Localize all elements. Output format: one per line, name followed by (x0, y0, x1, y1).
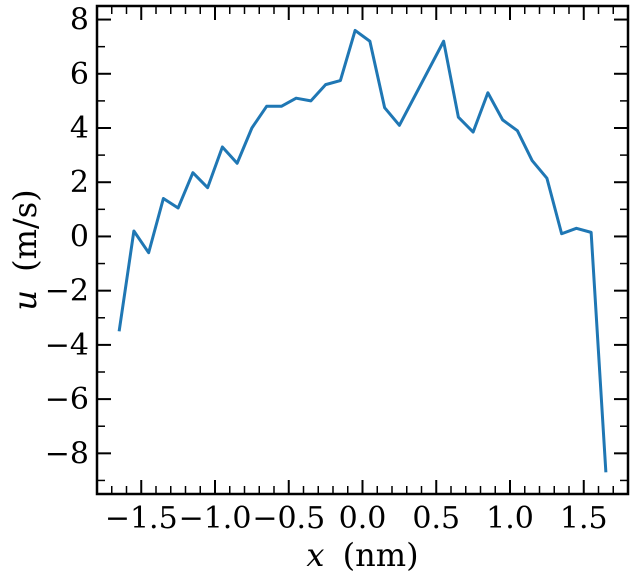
tick-marks (97, 6, 628, 494)
series-line (117, 28, 608, 473)
x-tick-label: 1.0 (486, 501, 534, 536)
y-axis-variable: u (6, 290, 44, 311)
x-tick-label: 1.5 (560, 501, 608, 536)
y-tick-label: 8 (70, 3, 89, 38)
y-tick-label: 6 (70, 57, 89, 92)
x-tick-label: −0.5 (252, 501, 325, 536)
tick-labels: −1.5 −1.0 −0.5 0.0 0.5 1.0 1.5 −8 −6 −4 −2 0 2 4 6 8 (45, 3, 608, 536)
x-axis-label: x (nm) (306, 536, 418, 574)
y-axis-label: u (m/s) (6, 189, 44, 310)
x-tick-label: −1.0 (179, 501, 252, 536)
x-tick-label: −1.5 (105, 501, 178, 536)
y-tick-label: −6 (45, 382, 89, 417)
y-tick-label: −8 (45, 436, 89, 471)
y-tick-label: 2 (70, 165, 89, 200)
y-axis-unit: (m/s) (6, 189, 44, 272)
x-axis-variable: x (306, 536, 324, 574)
plot-frame (95, 4, 630, 496)
x-tick-label: 0.0 (339, 501, 387, 536)
series-lines (117, 28, 608, 473)
y-tick-label: −4 (45, 328, 89, 363)
y-tick-label: −2 (45, 274, 89, 309)
y-tick-label: 4 (70, 111, 89, 146)
x-tick-label: 0.5 (412, 501, 460, 536)
x-axis-unit: (nm) (343, 536, 419, 574)
y-tick-label: 0 (70, 219, 89, 254)
